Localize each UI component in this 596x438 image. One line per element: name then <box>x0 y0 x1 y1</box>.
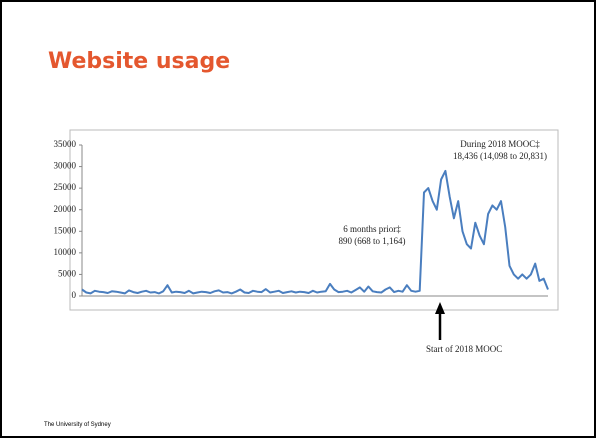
arrow-head <box>435 302 445 314</box>
footer: The University of Sydney <box>44 422 111 428</box>
y-tick-label: 20000 <box>54 204 77 214</box>
annotation: 6 months prior‡ <box>343 224 401 234</box>
y-tick-label: 15000 <box>54 225 77 235</box>
annotation: During 2018 MOOC‡ <box>460 139 540 149</box>
chart-frame <box>69 129 559 311</box>
annotation: 18,436 (14,098 to 20,831) <box>453 151 547 161</box>
annotation: Start of 2018 MOOC <box>426 344 502 354</box>
y-tick-label: 35000 <box>54 139 77 149</box>
y-tick-label: 0 <box>72 290 77 300</box>
y-tick-label: 30000 <box>54 161 77 171</box>
line <box>81 169 549 295</box>
y-tick-label: 25000 <box>54 182 77 192</box>
slide-title: Website usage <box>48 49 230 74</box>
annotation: 890 (668 to 1,164) <box>339 236 406 246</box>
y-tick-label: 10000 <box>54 247 77 257</box>
chart: 0 5000 10000 15000 20000 25000 30000 35000 <box>54 139 549 340</box>
y-tick-label: 5000 <box>58 268 77 278</box>
